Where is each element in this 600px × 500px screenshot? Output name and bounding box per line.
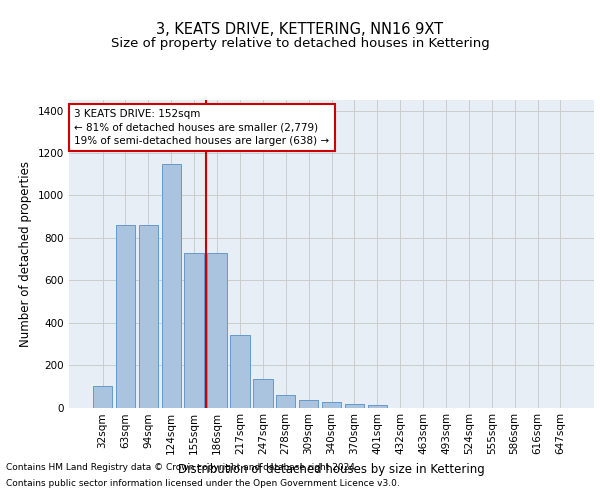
Bar	[93, 386, 112, 407]
Bar	[230, 336, 250, 407]
Text: Size of property relative to detached houses in Kettering: Size of property relative to detached ho…	[110, 38, 490, 51]
Bar	[344, 404, 364, 407]
Bar	[299, 400, 319, 407]
Bar	[368, 406, 387, 407]
Bar	[116, 225, 135, 408]
Y-axis label: Number of detached properties: Number of detached properties	[19, 161, 32, 347]
Bar	[161, 164, 181, 408]
Bar	[276, 395, 295, 407]
Text: 3 KEATS DRIVE: 152sqm
← 81% of detached houses are smaller (2,779)
19% of semi-d: 3 KEATS DRIVE: 152sqm ← 81% of detached …	[74, 109, 329, 146]
Text: 3, KEATS DRIVE, KETTERING, NN16 9XT: 3, KEATS DRIVE, KETTERING, NN16 9XT	[157, 22, 443, 38]
Bar	[184, 252, 204, 408]
Bar	[322, 402, 341, 407]
Bar	[139, 225, 158, 408]
Bar	[208, 252, 227, 408]
X-axis label: Distribution of detached houses by size in Kettering: Distribution of detached houses by size …	[178, 463, 485, 476]
Text: Contains public sector information licensed under the Open Government Licence v3: Contains public sector information licen…	[6, 479, 400, 488]
Text: Contains HM Land Registry data © Crown copyright and database right 2024.: Contains HM Land Registry data © Crown c…	[6, 462, 358, 471]
Bar	[253, 379, 272, 408]
